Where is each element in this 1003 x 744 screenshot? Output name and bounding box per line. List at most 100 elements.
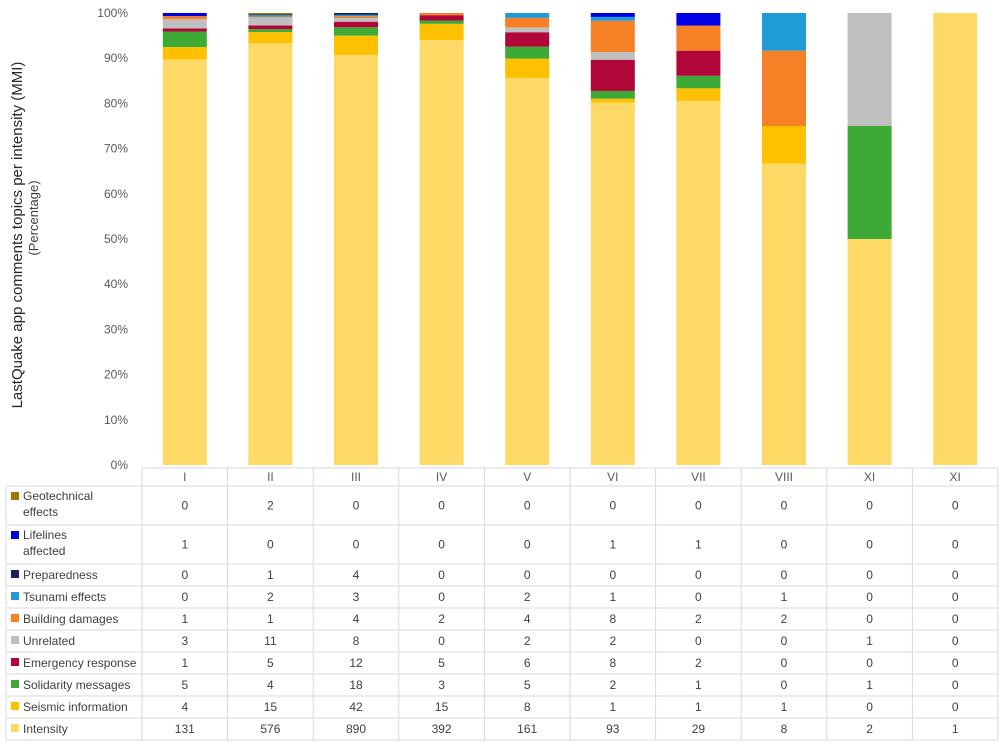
legend-swatch: [11, 680, 19, 688]
legend-swatch: [11, 592, 19, 600]
table-row: Tsunami effects 0 2 3 0 2 1 0 1 0 0: [11, 590, 959, 604]
bar-segment-tsunami-effects: [590, 16, 635, 21]
bar-segment-unrelated: [590, 51, 635, 60]
table-cell-value: 8: [353, 634, 360, 648]
table-row: Solidarity messages 5 4 18 3 5 2 1 0 1 0: [11, 678, 959, 692]
table-row: Building damages 1 1 4 2 4 8 2 2 0 0: [11, 612, 959, 626]
table-cell-value: 1: [267, 612, 274, 626]
x-category-label: VII: [691, 470, 706, 484]
table-cell-value: 4: [524, 612, 531, 626]
table-cell-value: 1: [609, 538, 616, 552]
bar-segment-intensity: [419, 40, 464, 465]
table-cell-value: 1: [609, 590, 616, 604]
x-category-label: VIII: [775, 470, 793, 484]
bar-segment-emergency-response: [505, 32, 550, 47]
y-tick-label: 40%: [104, 277, 128, 291]
table-cell-value: 0: [695, 590, 702, 604]
table-cell-value: 0: [695, 568, 702, 582]
table-cell-value: 2: [866, 722, 873, 736]
table-cell-value: 1: [181, 656, 188, 670]
table-cell-value: 1: [695, 700, 702, 714]
table-cell-value: 0: [181, 590, 188, 604]
table-cell-value: 2: [609, 678, 616, 692]
bar-segment-preparedness: [334, 13, 378, 15]
table-cell-value: 131: [175, 722, 195, 736]
bar-segment-lifelines-affected: [676, 13, 721, 26]
series-label-continued: affected: [23, 544, 65, 558]
series-label: Tsunami effects: [23, 590, 106, 604]
x-category-label: XI: [950, 470, 961, 484]
table-cell-value: 2: [695, 612, 702, 626]
table-cell-value: 0: [781, 538, 788, 552]
bar-segment-building-damages: [762, 50, 806, 126]
table-cell-value: 5: [524, 678, 531, 692]
bar-segment-building-damages: [334, 16, 378, 19]
legend-swatch: [11, 724, 19, 732]
table-cell-value: 3: [353, 590, 360, 604]
bar-segment-intensity: [847, 239, 892, 465]
table-cell-value: 0: [181, 568, 188, 582]
table-cell-value: 0: [438, 499, 445, 513]
y-tick-label: 90%: [104, 51, 128, 65]
y-axis-sublabel: (Percentage): [26, 180, 41, 255]
table-cell-value: 2: [438, 612, 445, 626]
bar-segment-geotechnical-effects: [248, 13, 293, 15]
table-cell-value: 1: [781, 700, 788, 714]
bar-segment-unrelated: [162, 19, 207, 29]
bar-segment-tsunami-effects: [505, 13, 550, 18]
legend-swatch: [11, 531, 19, 539]
legend-swatch: [11, 492, 19, 500]
table-cell-value: 0: [781, 634, 788, 648]
bar-segment-intensity: [334, 54, 378, 465]
table-cell-value: 0: [866, 612, 873, 626]
y-axis-label: LastQuake app comments topics per intens…: [9, 62, 26, 409]
bar-segment-unrelated: [248, 17, 293, 26]
x-category-label: XI: [864, 470, 875, 484]
table-cell-value: 0: [866, 656, 873, 670]
table-cell-value: 0: [438, 538, 445, 552]
bar-segment-intensity: [762, 163, 806, 465]
table-cell-value: 5: [267, 656, 274, 670]
bar-segment-solidarity-messages: [162, 31, 207, 48]
table-cell-value: 0: [781, 678, 788, 692]
table-cell-value: 2: [781, 612, 788, 626]
bar-segment-solidarity-messages: [334, 27, 378, 36]
bar-segment-intensity: [248, 43, 293, 466]
table-cell-value: 1: [952, 722, 959, 736]
bar-segment-tsunami-effects: [248, 15, 293, 17]
table-cell-value: 890: [346, 722, 366, 736]
bars: [162, 13, 978, 466]
bar-segment-solidarity-messages: [847, 126, 892, 239]
bar-segment-emergency-response: [334, 21, 378, 28]
table-cell-value: 15: [435, 700, 449, 714]
legend-swatch: [11, 570, 19, 578]
x-category-label: V: [523, 470, 531, 484]
series-label: Preparedness: [23, 568, 98, 582]
bar-segment-building-damages: [590, 20, 635, 52]
table-cell-value: 15: [264, 700, 278, 714]
x-category-label: II: [267, 470, 274, 484]
bar-segment-seismic-information: [505, 58, 550, 78]
table-cell-value: 42: [349, 700, 363, 714]
table-cell-value: 1: [695, 538, 702, 552]
table-cell-value: 0: [866, 499, 873, 513]
bar-segment-solidarity-messages: [248, 29, 293, 33]
y-tick-label: 50%: [104, 232, 128, 246]
table-cell-value: 2: [267, 590, 274, 604]
table-row: Lifelines affected 1 0 0 0 0 1 1 0 0 0: [11, 528, 959, 558]
legend-swatch: [11, 658, 19, 666]
bar-segment-seismic-information: [248, 32, 293, 44]
bar-segment-unrelated: [334, 18, 378, 22]
table-cell-value: 0: [181, 499, 188, 513]
table-cell-value: 0: [952, 568, 959, 582]
table-cell-value: 0: [952, 678, 959, 692]
table-cell-value: 0: [524, 568, 531, 582]
table-cell-value: 0: [353, 499, 360, 513]
bar-segment-intensity: [162, 59, 207, 465]
bar-segment-lifelines-affected: [590, 13, 635, 17]
y-tick-label: 80%: [104, 96, 128, 110]
table-cell-value: 0: [524, 538, 531, 552]
table-row: Emergency response 1 5 12 5 6 8 2 0 0 0: [11, 656, 959, 670]
bar-segment-tsunami-effects: [334, 14, 378, 17]
